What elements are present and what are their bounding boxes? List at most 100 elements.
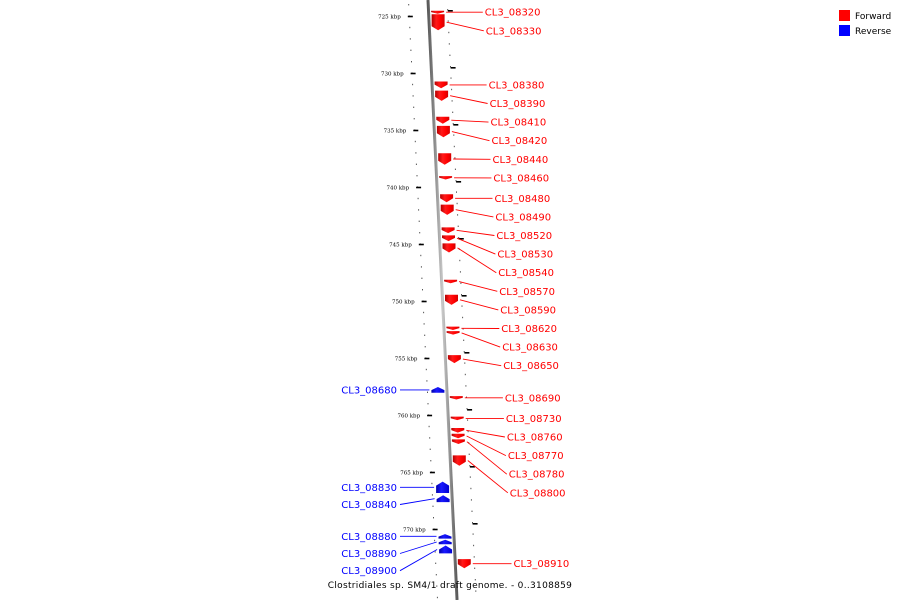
tick-mark-left (432, 528, 438, 531)
tick-mark-right (456, 181, 462, 183)
track-dot (420, 254, 422, 257)
tick-mark-left (407, 15, 413, 18)
track-dot (463, 351, 465, 353)
track-dot (447, 9, 449, 11)
tick-label: 725 kbp (378, 15, 401, 21)
track-dot (409, 26, 411, 29)
track-dot (416, 175, 418, 177)
gene-arrow-cl3-08800 (452, 455, 466, 466)
gene-arrow-cl3-08490 (440, 204, 454, 215)
gene-label-cl3-08890: CL3_08890 (341, 549, 397, 560)
tick-mark-right (464, 352, 470, 354)
track-dot (456, 202, 458, 205)
track-dot (464, 362, 466, 364)
tick-label: 765 kbp (400, 471, 423, 477)
gene-label-cl3-08320: CL3_08320 (485, 8, 541, 19)
gene-label-cl3-08570: CL3_08570 (499, 287, 555, 298)
track-dot (464, 373, 466, 376)
tick-mark-right (447, 10, 453, 12)
gene-label-cl3-08800: CL3_08800 (510, 488, 566, 499)
track-dot (432, 505, 434, 507)
gene-label-cl3-08830: CL3_08830 (341, 483, 397, 494)
tick-mark-left (418, 243, 424, 246)
tick-label: 745 kbp (389, 243, 412, 249)
track-dot (427, 391, 428, 393)
gene-label-cl3-08420: CL3_08420 (492, 136, 548, 147)
track-dot (418, 220, 420, 222)
track-dot (475, 590, 477, 592)
gene-label-cl3-08460: CL3_08460 (493, 173, 549, 184)
track-dot (463, 339, 465, 341)
connector-line (466, 441, 508, 475)
track-dot (431, 494, 433, 496)
gene-arrow-cl3-08420 (436, 125, 450, 138)
tick-mark-left (421, 300, 427, 303)
track-dot (425, 368, 427, 371)
legend-reverse-swatch (839, 25, 850, 36)
track-dot (472, 533, 474, 535)
gene-arrow-cl3-08410 (436, 116, 450, 124)
track-dot (452, 123, 454, 125)
gene-label-cl3-08650: CL3_08650 (503, 361, 559, 372)
track-dot (418, 209, 420, 211)
gene-arrow-cl3-08460 (439, 176, 453, 180)
tick-label: 730 kbp (381, 72, 404, 78)
track-dot (424, 346, 426, 348)
gene-arrow-cl3-08520 (441, 227, 455, 234)
gene-label-cl3-08530: CL3_08530 (497, 250, 553, 261)
gene-arrow-cl3-08330 (431, 14, 445, 31)
track-dot (447, 20, 449, 22)
track-dot (451, 100, 453, 102)
label-connectors (399, 11, 512, 572)
track-dot (434, 539, 436, 542)
tick-mark-left (410, 72, 416, 75)
track-dot (448, 31, 450, 34)
tick-mark-left (429, 471, 435, 474)
track-dot (420, 266, 422, 268)
connector-line (455, 209, 494, 218)
tick-mark-left (416, 186, 422, 189)
track-dot (430, 460, 432, 462)
tick-mark-right (450, 67, 456, 69)
track-dot (466, 396, 467, 398)
connector-line (462, 358, 502, 367)
axis-ticks: 725 kbp 730 kbp 735 kbp 740 kbp 745 kbp 750 k… (378, 10, 478, 534)
connector-line (466, 429, 505, 438)
connector-line (458, 281, 498, 292)
gene-label-cl3-08840: CL3_08840 (341, 500, 397, 511)
track-dot (457, 225, 459, 227)
tick-mark-right (467, 409, 473, 411)
connector-line (446, 21, 484, 32)
gene-label-cl3-08620: CL3_08620 (501, 324, 557, 335)
connector-line (461, 332, 501, 348)
gene-arrow-cl3-08630 (446, 331, 460, 335)
track-dot (408, 4, 410, 6)
gene-arrow-cl3-08680 (431, 387, 445, 393)
legend: Forward Reverse (839, 10, 892, 37)
gene-arrow-cl3-08570 (444, 279, 458, 284)
track-dot (461, 294, 462, 296)
connector-line (457, 247, 497, 274)
gene-arrow-cl3-08780 (451, 439, 465, 444)
track-dot (458, 237, 460, 239)
tick-label: 750 kbp (392, 300, 415, 306)
track-dot (450, 77, 452, 79)
track-dot (462, 328, 464, 330)
track-dot (454, 157, 456, 159)
legend-reverse-label: Reverse (855, 27, 892, 37)
gene-arrow-cl3-08480 (440, 194, 454, 203)
connector-line (399, 498, 435, 505)
gene-arrow-cl3-08900 (439, 545, 453, 554)
track-dot (459, 259, 461, 262)
track-dot (415, 152, 417, 154)
track-dot (427, 403, 429, 405)
track-dot (468, 453, 470, 455)
tick-mark-left (413, 129, 419, 132)
track-dot (452, 111, 454, 113)
legend-forward-swatch (839, 10, 850, 21)
connector-line (459, 299, 499, 311)
gene-label-cl3-08690: CL3_08690 (505, 393, 561, 404)
track-dot (467, 430, 469, 433)
gene-label-cl3-08770: CL3_08770 (508, 451, 564, 462)
track-dot (431, 482, 433, 485)
